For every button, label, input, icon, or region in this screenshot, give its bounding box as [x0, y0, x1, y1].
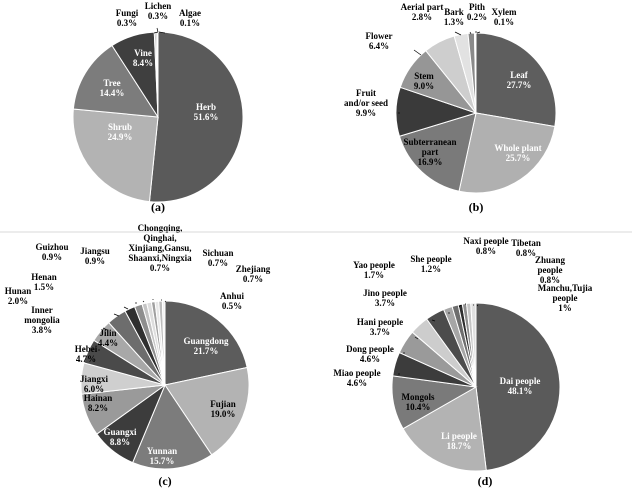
pie-slice-shrub: [72, 108, 159, 203]
pie-slice-li-people: [402, 386, 487, 472]
leader-line-inner-mongolia: [102, 327, 108, 331]
pie-slice-algae: [156, 31, 159, 118]
leader-line-manchu-tujia-people: [476, 304, 479, 307]
slice-label-zhuang-people: Zhuang people 0.8%: [535, 255, 566, 285]
slice-label-lichen: Lichen 0.3%: [145, 1, 172, 21]
slice-label-subterranean-part: Subterranean part 16.9%: [403, 137, 456, 167]
slice-label-miao-people: Miao people 4.6%: [333, 368, 380, 388]
pie-slice-subterranean-part: [398, 112, 477, 192]
slice-label-jino-people: Jino people 3.7%: [363, 288, 407, 308]
leader-line-jino-people: [431, 319, 436, 322]
leader-line-bark: [469, 31, 472, 35]
slice-label-dai-people: Dai people 48.1%: [500, 376, 541, 396]
leader-line-anhui: [164, 300, 167, 303]
slice-label-leaf: Leaf 27.7%: [507, 70, 532, 90]
slice-label-hani-people: Hani people 3.7%: [357, 317, 403, 337]
slice-label-manchu-tujia-people: Manchu,Tujia people 1%: [538, 283, 593, 313]
slice-label-jiangxi: Jiangxi 6.0%: [80, 374, 109, 394]
pie-chart-2: Leaf 27.7% Whole plant 25.7% Subterranean par…: [344, 2, 557, 214]
slice-label-algae: Algae 0.1%: [179, 8, 201, 28]
pie-slice-whole-plant: [458, 112, 556, 194]
slice-label-li-people: Li people 18.7%: [441, 431, 477, 451]
leader-line-henan: [123, 306, 129, 310]
slice-label-sichuan: Sichuan 0.7%: [202, 248, 233, 268]
pie-slice-guangdong: [164, 300, 248, 386]
slice-label-bark: Bark 1.3%: [444, 7, 464, 27]
slice-label-dong-people: Dong people 4.6%: [346, 344, 394, 364]
chart-caption: (a): [151, 200, 165, 214]
slice-label-yunnan: Yunnan 15.7%: [147, 446, 177, 466]
leader-line-algae: [158, 31, 166, 34]
slice-label-stem: Stem 9.0%: [414, 71, 434, 91]
leader-line-flower: [413, 49, 422, 56]
slice-label-fungi: Fungi 0.3%: [116, 8, 139, 28]
slice-label-yao-people: Yao people 1.7%: [353, 260, 395, 280]
pie-slice-leaf: [475, 32, 557, 128]
slice-label-herb: Herb 51.6%: [194, 102, 219, 122]
chart-caption: (d): [478, 474, 493, 488]
slice-label-vine: Vine 8.4%: [133, 48, 153, 68]
leader-line-hunan: [113, 313, 120, 317]
slice-label-tree: Tree 14.4%: [100, 78, 125, 98]
slice-label-zhejiang: Zhejiang 0.7%: [236, 264, 271, 284]
pie-slice-xylem: [474, 32, 477, 114]
slice-label-chongqing-qinghai-xinjiang-gansu-shaanxi-ningxia: Chongqing, Qinghai, Xinjiang,Gansu, Shaanxi…: [128, 223, 192, 273]
slice-label-whole-plant: Whole plant 25.7%: [494, 143, 541, 163]
pie-slice-manchu-tujia-people: [470, 302, 477, 388]
slice-label-naxi-people: Naxi people 0.8%: [463, 236, 508, 256]
slice-label-tibetan: Tibetan 0.8%: [511, 238, 541, 258]
leader-line-hani-people: [414, 336, 419, 340]
leader-line-xylem: [476, 31, 481, 34]
slice-label-anhui: Anhui 0.5%: [220, 291, 245, 311]
slice-label-jiangsu: Jiangsu 0.9%: [80, 246, 110, 266]
slice-label-shrub: Shrub 24.9%: [108, 122, 133, 142]
slice-label-she-people: She people 1.2%: [410, 254, 451, 274]
slice-label-hebei: Hebei 4.7%: [75, 344, 98, 364]
pie-chart-3: Guangdong 21.7% Fujian 19.0% Yunnan 15.7% Guan…: [5, 223, 271, 488]
pie-slice-herb: [148, 31, 244, 203]
slice-label-xylem: Xylem 0.1%: [492, 7, 517, 27]
pie-slice-dai-people: [475, 302, 561, 471]
leader-line-fungi: [153, 31, 159, 34]
slice-label-guizhou: Guizhou 0.9%: [35, 242, 68, 262]
pie-chart-4: Dai people 48.1% Li people 18.7% Mongols 10.4…: [333, 236, 592, 488]
slice-label-jilin: Jilin 4.4%: [98, 328, 118, 348]
slice-label-hainan: Hainan 8.2%: [84, 393, 113, 413]
pie-slice-yunnan: [132, 383, 213, 470]
leader-line-aerial-part: [454, 31, 462, 36]
leader-line-jiangsu: [142, 300, 145, 303]
pie-chart-1: Herb 51.6% Shrub 24.9% Tree 14.4% Vine 8.4% Fung…: [72, 1, 244, 214]
chart-caption: (b): [469, 200, 484, 214]
slice-label-guangxi: Guangxi 8.8%: [103, 427, 137, 447]
slice-label-pith: Pith 0.2%: [467, 2, 487, 22]
slice-label-fruit-and-or-seed: Fruit and/or seed 9.9%: [344, 88, 388, 118]
pie-slice-tree: [72, 44, 159, 118]
slice-label-hunan: Hunan 2.0%: [5, 286, 32, 306]
pie-slice-fujian: [164, 366, 250, 456]
leader-line-lichen: [156, 27, 159, 33]
leader-line-she-people: [458, 304, 462, 308]
slice-label-fujian: Fujian 19.0%: [210, 399, 236, 419]
slice-label-aerial-part: Aerial part 2.8%: [401, 2, 444, 22]
slice-label-inner-mongolia: Inner mongolia 3.8%: [24, 305, 60, 335]
slice-label-henan: Henan 1.5%: [31, 272, 57, 292]
chart-caption: (c): [158, 474, 171, 488]
slice-label-mongols: Mongols 10.4%: [401, 392, 435, 412]
slice-label-guangdong: Guangdong 21.7%: [183, 336, 229, 356]
pie-slice-anhui: [161, 300, 166, 386]
slice-label-flower: Flower 6.4%: [366, 31, 393, 51]
